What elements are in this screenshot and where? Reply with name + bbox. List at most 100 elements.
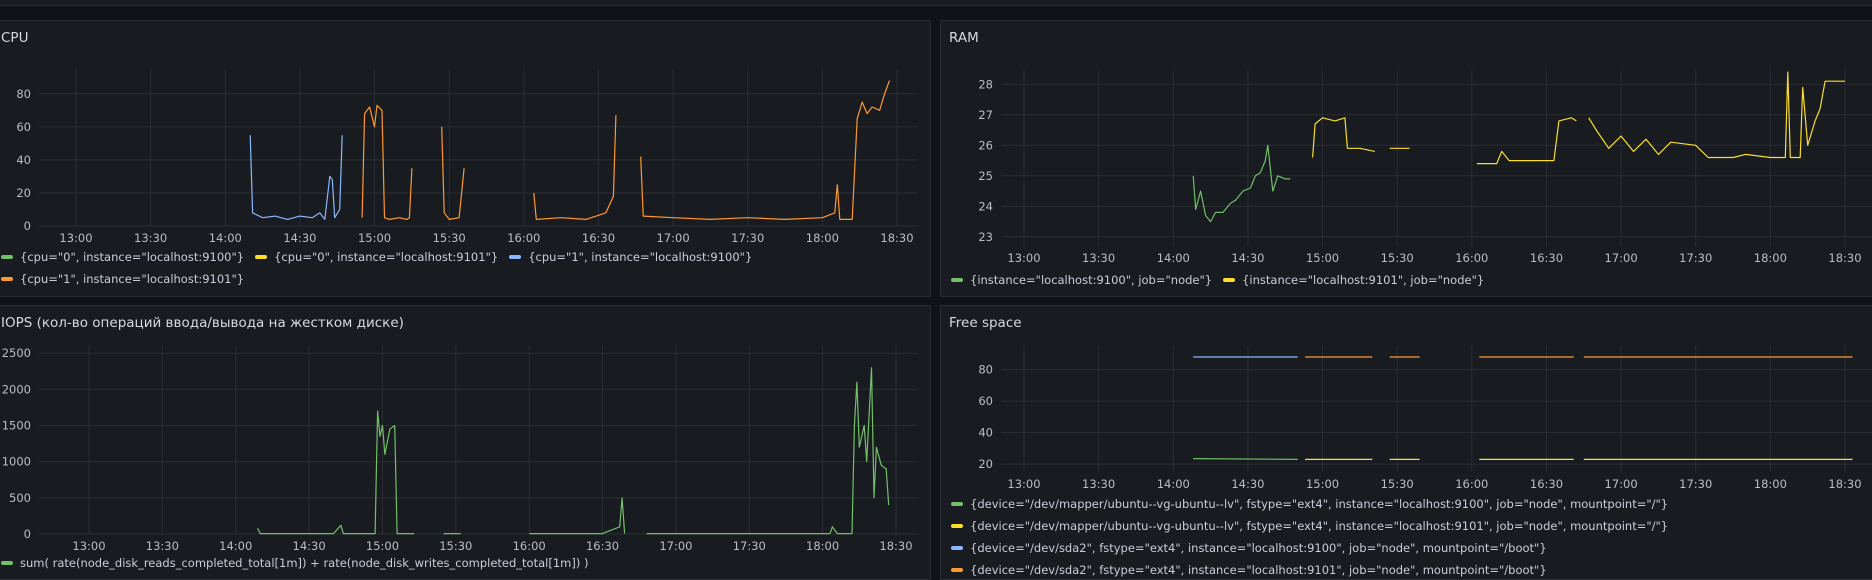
series-line xyxy=(1588,71,1845,159)
legend-item[interactable]: {instance="localhost:9101", job="node"} xyxy=(1223,269,1484,291)
legend-item[interactable]: {device="/dev/mapper/ubuntu--vg-ubuntu--… xyxy=(951,516,1668,537)
legend-item[interactable]: sum( rate(node_disk_reads_completed_tota… xyxy=(1,552,588,574)
cpu-panel-title[interactable]: CPU xyxy=(1,30,29,46)
series-line xyxy=(1476,117,1577,165)
legend-item[interactable]: {cpu="0", instance="localhost:9100"} xyxy=(1,246,244,268)
ram-panel-title[interactable]: RAM xyxy=(949,30,979,46)
legend-swatch-icon xyxy=(255,254,268,259)
legend-label: {cpu="1", instance="localhost:9101"} xyxy=(20,272,245,286)
y-tick-label: 2500 xyxy=(2,346,31,360)
series-line xyxy=(529,497,626,535)
x-tick-label: 15:00 xyxy=(366,539,399,553)
series-line xyxy=(533,115,617,220)
legend-label: sum( rate(node_disk_reads_completed_tota… xyxy=(20,556,589,570)
x-tick-label: 13:30 xyxy=(1082,251,1115,265)
legend-swatch-icon xyxy=(509,254,522,259)
legend-swatch-icon xyxy=(951,567,963,572)
y-tick-label: 40 xyxy=(978,426,993,440)
cpu-chart[interactable]: 13:00 13:30 14:00 14:30 15:00 15:30 16:00 16:30… xyxy=(0,21,930,296)
y-tick-label: 28 xyxy=(978,77,993,91)
x-tick-label: 14:30 xyxy=(1231,477,1264,491)
legend-label: {cpu="0", instance="localhost:9100"} xyxy=(20,250,245,264)
iops-panel-title[interactable]: IOPS (кол-во операций ввода/вывода на же… xyxy=(1,315,404,331)
legend-row: sum( rate(node_disk_reads_completed_tota… xyxy=(1,552,921,574)
y-tick-label: 2000 xyxy=(2,382,31,396)
iops-chart[interactable]: 13:00 13:30 14:00 14:30 15:00 15:30 16:00 16:30… xyxy=(0,306,930,579)
legend-item[interactable]: {cpu="1", instance="localhost:9100"} xyxy=(509,246,752,268)
x-tick-label: 15:00 xyxy=(1306,477,1339,491)
ram-panel: RAM 13:00 13:30 14:00 14:30 15:00 15:30 16:00 1… xyxy=(940,20,1872,297)
y-tick-label: 27 xyxy=(978,108,993,122)
free-space-panel-title[interactable]: Free space xyxy=(949,315,1022,331)
x-tick-label: 17:30 xyxy=(731,231,764,245)
legend-swatch-icon xyxy=(1,560,13,565)
legend-label: {device="/dev/sda2", fstype="ext4", inst… xyxy=(970,563,1547,577)
legend-item[interactable]: {device="/dev/sda2", fstype="ext4", inst… xyxy=(951,560,1547,579)
legend-row: {device="/dev/mapper/ubuntu--vg-ubuntu--… xyxy=(951,494,1871,516)
series-line xyxy=(441,126,465,220)
y-tick-label: 500 xyxy=(9,491,31,505)
x-tick-label: 17:00 xyxy=(1605,251,1638,265)
x-tick-label: 13:30 xyxy=(1082,477,1115,491)
series-line xyxy=(646,367,890,535)
x-tick-label: 14:00 xyxy=(1157,251,1190,265)
legend-item[interactable]: {cpu="1", instance="localhost:9101"} xyxy=(1,268,244,290)
x-tick-label: 14:00 xyxy=(209,231,242,245)
x-tick-label: 17:00 xyxy=(659,539,692,553)
x-tick-label: 16:30 xyxy=(586,539,619,553)
y-tick-label: 80 xyxy=(16,87,31,101)
x-tick-label: 15:30 xyxy=(1381,251,1414,265)
legend-item[interactable]: {device="/dev/sda2", fstype="ext4", inst… xyxy=(951,538,1547,559)
cpu-panel: CPU 13:00 13:30 14:00 14:30 15:00 15:30 16:00 1… xyxy=(0,20,931,297)
legend-row: {instance="localhost:9100", job="node"} {… xyxy=(951,269,1871,291)
x-tick-label: 14:30 xyxy=(1231,251,1264,265)
x-tick-label: 13:00 xyxy=(72,539,105,553)
legend-swatch-icon xyxy=(951,277,963,282)
y-tick-label: 26 xyxy=(978,138,993,152)
legend-item[interactable]: {device="/dev/mapper/ubuntu--vg-ubuntu--… xyxy=(951,494,1668,515)
x-tick-label: 14:00 xyxy=(219,539,252,553)
x-tick-label: 16:30 xyxy=(1530,477,1563,491)
x-tick-label: 18:30 xyxy=(880,231,913,245)
x-tick-label: 18:30 xyxy=(1828,477,1861,491)
free-space-legend: {device="/dev/mapper/ubuntu--vg-ubuntu--… xyxy=(951,494,1871,579)
y-tick-label: 23 xyxy=(978,230,993,244)
legend-item[interactable]: {cpu="0", instance="localhost:9101"} xyxy=(255,246,498,268)
x-tick-label: 13:00 xyxy=(1007,477,1040,491)
y-tick-label: 1000 xyxy=(2,455,31,469)
legend-label: {cpu="1", instance="localhost:9100"} xyxy=(528,250,753,264)
legend-label: {cpu="0", instance="localhost:9101"} xyxy=(274,250,499,264)
x-tick-label: 18:00 xyxy=(1754,251,1787,265)
legend-swatch-icon xyxy=(951,501,963,506)
x-tick-label: 15:00 xyxy=(1306,251,1339,265)
legend-swatch-icon xyxy=(951,523,963,528)
series-line xyxy=(257,410,415,535)
series-line xyxy=(361,104,413,220)
legend-item[interactable]: {instance="localhost:9100", job="node"} xyxy=(951,269,1212,291)
legend-row: {cpu="1", instance="localhost:9101"} xyxy=(1,268,921,290)
x-tick-label: 17:30 xyxy=(1679,477,1712,491)
x-tick-label: 17:30 xyxy=(733,539,766,553)
x-tick-label: 13:00 xyxy=(1007,251,1040,265)
legend-swatch-icon xyxy=(1,254,13,259)
series-line xyxy=(249,135,343,220)
x-tick-label: 15:30 xyxy=(439,539,472,553)
series-line xyxy=(640,80,891,220)
x-tick-label: 17:30 xyxy=(1679,251,1712,265)
y-tick-label: 0 xyxy=(24,527,31,541)
x-tick-label: 16:00 xyxy=(1455,251,1488,265)
cpu-legend: {cpu="0", instance="localhost:9100"} {cpu… xyxy=(1,246,921,290)
x-tick-label: 18:00 xyxy=(1754,477,1787,491)
legend-label: {device="/dev/sda2", fstype="ext4", inst… xyxy=(970,541,1547,555)
x-tick-label: 18:00 xyxy=(806,539,839,553)
legend-swatch-icon xyxy=(1223,277,1236,282)
y-tick-label: 20 xyxy=(16,186,31,200)
y-tick-label: 60 xyxy=(16,120,31,134)
free-space-chart[interactable]: 13:00 13:30 14:00 14:30 15:00 15:30 16:00 16:30… xyxy=(941,306,1872,579)
legend-swatch-icon xyxy=(1,276,13,281)
ram-chart[interactable]: 13:00 13:30 14:00 14:30 15:00 15:30 16:00 16:30… xyxy=(941,21,1872,296)
iops-legend: sum( rate(node_disk_reads_completed_tota… xyxy=(1,552,921,574)
ram-legend: {instance="localhost:9100", job="node"} {… xyxy=(951,269,1871,291)
x-tick-label: 15:30 xyxy=(1381,477,1414,491)
x-tick-label: 17:00 xyxy=(657,231,690,245)
